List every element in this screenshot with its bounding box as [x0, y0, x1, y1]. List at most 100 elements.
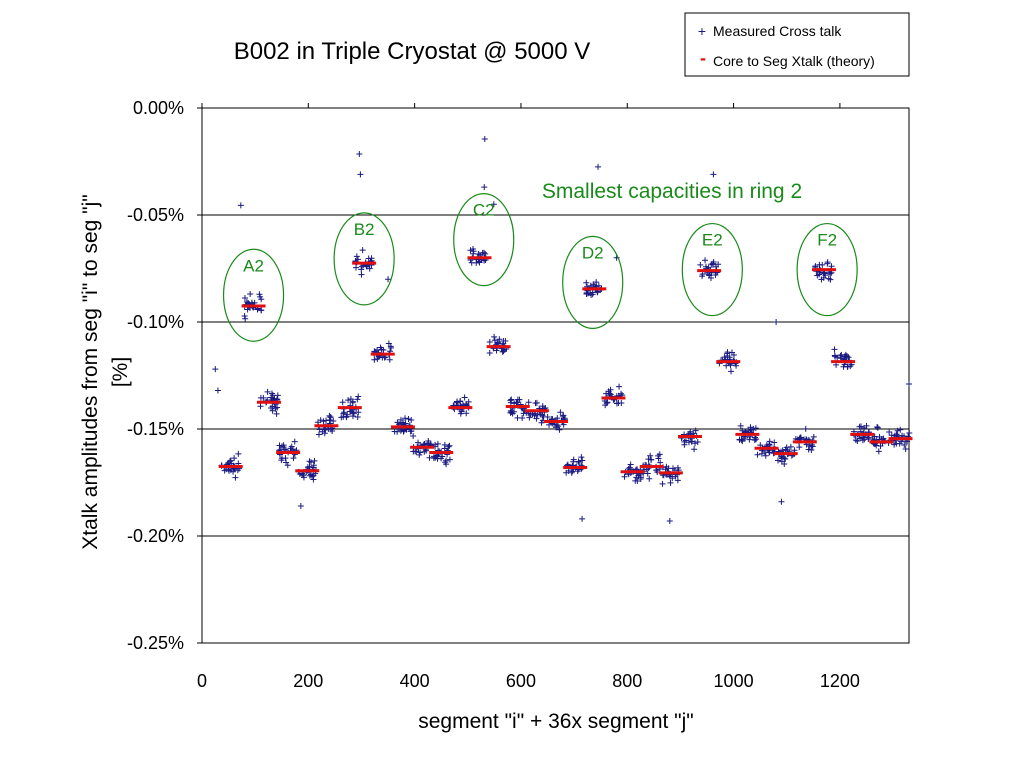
measured-point [258, 296, 265, 303]
measured-point [533, 415, 540, 422]
measured-point [226, 467, 233, 474]
measured-point [499, 348, 506, 355]
measured-point [338, 414, 345, 421]
measured-point [874, 423, 881, 430]
measured-point [746, 436, 753, 443]
measured-point [737, 422, 744, 429]
measured-point [667, 473, 674, 480]
measured-point [894, 427, 901, 434]
measured-point [385, 340, 392, 347]
measured-point [621, 473, 628, 480]
measured-point [583, 279, 590, 286]
measured-point [308, 471, 315, 478]
group-annotations: A2 B2 C2 D2 E2 F2 [222, 193, 858, 342]
measured-point [901, 442, 908, 449]
measured-point [816, 271, 823, 278]
y-tick-label: -0.05% [127, 205, 184, 225]
group-ellipse [681, 222, 743, 317]
measured-point [669, 465, 676, 472]
measured-point [762, 452, 769, 459]
measured-point [230, 468, 237, 475]
measured-point [276, 442, 283, 449]
measured-point [674, 477, 681, 484]
measured-point [467, 247, 474, 254]
measured-point [579, 457, 586, 464]
measured-point [438, 455, 445, 462]
measured-point [766, 449, 773, 456]
measured-point [341, 409, 348, 416]
measured-point [425, 437, 432, 444]
measured-point [231, 455, 238, 462]
measured-point [646, 475, 653, 482]
measured-point [583, 289, 590, 296]
measured-point [227, 457, 234, 464]
x-tick-label: 1200 [820, 671, 860, 691]
measured-point [575, 458, 582, 465]
group-ellipse [222, 248, 285, 342]
measured-point [875, 448, 882, 455]
measured-point [752, 435, 759, 442]
legend-label-theory: Core to Seg Xtalk (theory) [713, 53, 875, 69]
measured-point [482, 250, 489, 257]
measured-point [513, 399, 520, 406]
measured-point [355, 409, 362, 416]
measured-point [445, 443, 452, 450]
measured-point [568, 469, 575, 476]
annotation-text: Smallest capacities in ring 2 [542, 180, 802, 203]
x-tick-label: 0 [197, 671, 207, 691]
measured-point [874, 424, 881, 431]
measured-point [758, 450, 765, 457]
measured-point [310, 462, 317, 469]
measured-point [476, 259, 483, 266]
measured-point [681, 441, 688, 448]
plot-border [201, 107, 910, 644]
measured-point [405, 415, 412, 422]
measured-point [244, 306, 251, 313]
measured-point [556, 426, 563, 433]
legend-marker-theory: - [700, 48, 706, 68]
measured-point [247, 291, 254, 298]
measured-point [754, 451, 761, 458]
measured-point [391, 428, 398, 435]
measured-point [751, 437, 758, 444]
measured-point [637, 475, 644, 482]
measured-point [402, 415, 409, 422]
measured-point [386, 356, 393, 363]
measured-point [397, 416, 404, 423]
measured-point [378, 346, 385, 353]
measured-point [354, 413, 361, 420]
measured-point [268, 405, 275, 412]
measured-point [667, 479, 674, 486]
measured-point [340, 410, 347, 417]
measured-point [847, 363, 854, 370]
measured-point [745, 427, 752, 434]
measured-point [496, 336, 503, 343]
measured-point [797, 434, 804, 441]
measured-point [456, 398, 463, 405]
measured-point [825, 275, 832, 282]
measured-point [886, 428, 893, 435]
measured-point [491, 333, 498, 340]
y-tick-label: -0.15% [127, 419, 184, 439]
measured-point [306, 463, 313, 470]
measured-point [574, 468, 581, 475]
y-tick-label: 0.00% [133, 98, 184, 118]
measured-point [782, 455, 789, 462]
measured-point [500, 348, 507, 355]
measured-point [685, 439, 692, 446]
measured-point [588, 292, 595, 299]
y-tick-label: -0.20% [127, 526, 184, 546]
group-label: C2 [473, 201, 495, 220]
legend-box [684, 12, 910, 77]
measured-point [773, 319, 780, 325]
x-tick-label: 200 [293, 671, 323, 691]
measured-point [354, 396, 361, 403]
measured-point [857, 423, 864, 430]
measured-point [297, 503, 304, 510]
measured-point [806, 442, 813, 449]
group-label: B2 [354, 220, 375, 239]
measured-point [738, 437, 745, 444]
measured-point [264, 388, 271, 395]
measured-point [465, 398, 472, 405]
measured-point [728, 349, 735, 356]
